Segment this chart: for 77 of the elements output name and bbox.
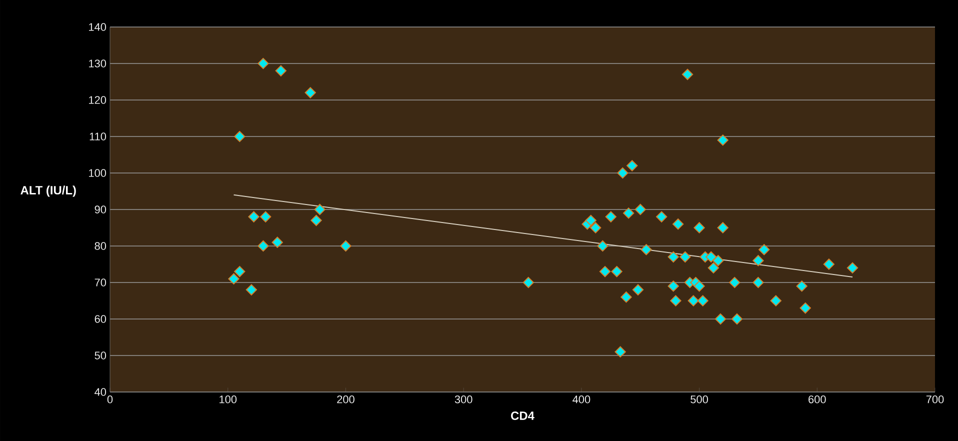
point: [694, 280, 705, 292]
point: [800, 302, 811, 314]
point: [758, 244, 770, 256]
point: [634, 204, 646, 216]
point: [714, 313, 726, 325]
y-tick-label: 50: [94, 352, 106, 360]
point: [708, 262, 720, 274]
point: [668, 251, 679, 263]
x-tick-label: 400: [572, 396, 590, 404]
y-tick-label: 120: [89, 96, 106, 104]
x-tick-label: 0: [107, 396, 113, 404]
point: [585, 214, 596, 226]
x-tick-label: 600: [808, 396, 826, 404]
point: [626, 160, 638, 172]
y-tick-label: 100: [89, 169, 106, 177]
point: [694, 222, 705, 234]
point: [712, 254, 724, 266]
point: [246, 284, 258, 296]
point: [670, 295, 682, 306]
point: [823, 258, 835, 270]
point: [275, 65, 286, 76]
point: [717, 134, 728, 146]
point: [611, 266, 622, 278]
point: [310, 214, 322, 226]
point: [622, 208, 634, 219]
x-tick-label: 200: [337, 396, 354, 404]
point: [752, 276, 764, 288]
y-axis-title: ALT (IU/L): [20, 186, 76, 197]
point: [614, 346, 626, 358]
y-tick-label: 130: [89, 60, 106, 68]
point: [770, 295, 782, 306]
point: [228, 273, 240, 284]
point: [234, 266, 246, 278]
point: [731, 313, 743, 325]
y-tick-label: 80: [94, 242, 106, 250]
point: [688, 295, 699, 306]
y-tick-label: 140: [89, 23, 106, 31]
point: [590, 222, 602, 234]
point: [632, 284, 644, 296]
point: [620, 291, 632, 303]
point: [272, 236, 283, 248]
point: [258, 58, 269, 70]
point: [717, 222, 728, 234]
x-tick-label: 300: [454, 396, 472, 404]
point: [796, 280, 808, 292]
y-tick-label: 110: [90, 132, 106, 140]
point: [656, 211, 668, 222]
y-tick-label: 60: [94, 315, 106, 323]
point: [729, 276, 740, 288]
point: [304, 87, 316, 98]
point: [697, 295, 708, 306]
point: [705, 251, 717, 263]
point: [258, 240, 269, 252]
point: [599, 266, 611, 278]
y-tick-label: 70: [94, 278, 106, 286]
x-axis-title: CD4: [511, 412, 534, 420]
x-tick-label: 100: [220, 396, 237, 404]
point: [260, 211, 272, 222]
point: [248, 211, 260, 222]
point: [234, 130, 246, 142]
point: [682, 68, 694, 80]
point: [680, 251, 691, 263]
x-tick-label: 700: [926, 396, 944, 404]
point: [340, 240, 352, 252]
y-tick-label: 40: [94, 388, 106, 396]
point: [617, 167, 628, 179]
point: [668, 280, 679, 292]
point: [597, 240, 608, 252]
point: [314, 204, 326, 216]
x-tick-label: 500: [690, 396, 708, 404]
point: [522, 276, 534, 288]
point: [672, 218, 684, 230]
point: [605, 211, 616, 222]
y-tick-label: 90: [94, 206, 106, 214]
point: [846, 262, 858, 274]
point: [640, 244, 652, 256]
point: [752, 254, 764, 266]
